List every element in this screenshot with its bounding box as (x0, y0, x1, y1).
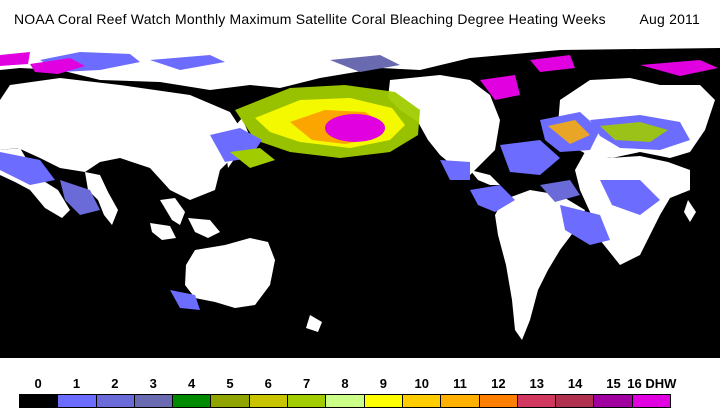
map-title: NOAA Coral Reef Watch Monthly Maximum Sa… (14, 11, 606, 27)
legend-swatch (326, 395, 365, 407)
legend-label: 10 (414, 376, 429, 391)
legend-swatch (441, 395, 480, 407)
legend-label: 8 (341, 376, 349, 391)
legend-swatch (96, 395, 135, 407)
legend-label: 12 (491, 376, 506, 391)
dhw-patches (0, 52, 718, 310)
legend-label: 11 (453, 376, 467, 391)
legend-swatch (556, 395, 595, 407)
legend-label: 3 (149, 376, 157, 391)
legend-label: 9 (379, 376, 387, 391)
legend-swatch (517, 395, 557, 407)
legend-swatch (249, 395, 289, 407)
legend-label: 15 (606, 376, 621, 391)
legend-swatch (364, 395, 403, 407)
legend-label: 13 (529, 376, 544, 391)
legend-swatch (211, 395, 250, 407)
legend-label: 0 (34, 376, 42, 391)
legend-swatch (402, 395, 442, 407)
legend-swatch (58, 395, 97, 407)
legend-swatch (594, 395, 633, 407)
legend-label: 6 (264, 376, 272, 391)
legend-swatch (20, 395, 59, 407)
legend-swatch (173, 395, 212, 407)
legend-swatch (479, 395, 518, 407)
map-date: Aug 2011 (639, 11, 700, 27)
legend-swatch (632, 395, 671, 407)
title-bar: NOAA Coral Reef Watch Monthly Maximum Sa… (0, 0, 720, 40)
legend-swatch (288, 395, 327, 407)
legend-label: 14 (567, 376, 583, 391)
legend-labels: 0 1 2 3 4 5 6 7 8 9 10 11 12 13 14 15 16… (0, 376, 720, 394)
legend-label: 2 (111, 376, 119, 391)
world-dhw-map (0, 40, 720, 358)
legend-label: 5 (226, 376, 234, 391)
legend-label: 4 (187, 376, 196, 391)
legend-label: 16 DHW (627, 376, 677, 391)
legend-color-bar (19, 394, 671, 408)
legend-swatch (134, 395, 174, 407)
legend-label: 7 (303, 376, 311, 391)
legend-label: 1 (72, 376, 81, 391)
